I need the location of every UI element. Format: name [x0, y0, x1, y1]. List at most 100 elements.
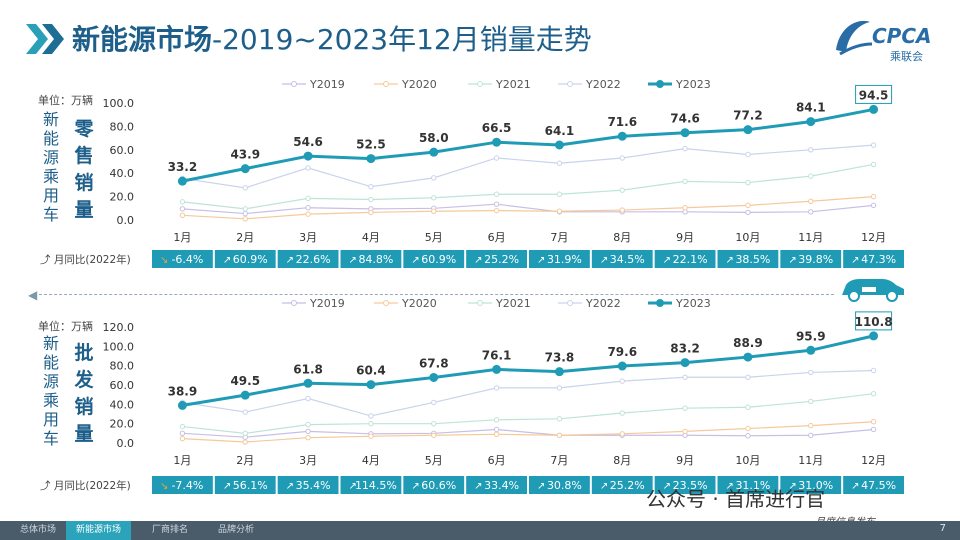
data-point-y2022 — [870, 367, 877, 374]
yoy-cell — [340, 476, 402, 494]
yoy-label-text: 月同比(2022年) — [53, 254, 131, 266]
wholesale-label-char: 销 — [74, 396, 94, 418]
legend-marker — [477, 300, 483, 306]
data-point-y2021 — [808, 173, 814, 179]
data-point-y2022 — [305, 395, 311, 402]
trend-up-icon: ↗ — [851, 481, 859, 492]
series-line-y2022 — [182, 144, 874, 189]
data-point-y2020 — [305, 211, 311, 217]
header-chevron-icon — [24, 22, 68, 60]
yoy-value: 34.5% — [610, 253, 645, 266]
data-point-y2021 — [619, 410, 625, 416]
trend-down-icon: ↘ — [160, 481, 168, 492]
x-tick-label: 4月 — [362, 231, 380, 244]
data-label: 77.2 — [733, 109, 763, 123]
trend-up-icon: ↗ — [788, 481, 796, 492]
arrow-left-icon: ◀ — [28, 288, 38, 302]
data-point-y2022 — [305, 165, 311, 171]
data-label: 54.6 — [293, 135, 323, 149]
yoy-cell — [591, 476, 653, 494]
data-point-y2022 — [493, 385, 500, 391]
yoy-value: 22.6% — [296, 253, 331, 266]
footer-tab[interactable]: 新能源市场 — [66, 521, 132, 540]
side-label-retail: 新能源乘用车 — [42, 110, 60, 224]
side-label-wholesale-char: 能 — [42, 353, 59, 372]
data-label: 74.6 — [670, 112, 700, 126]
data-label: 94.5 — [859, 88, 889, 102]
yoy-value: 35.4% — [296, 479, 331, 492]
data-point-y2019 — [870, 202, 877, 209]
data-label: 95.9 — [796, 329, 826, 343]
series-line-y2021 — [182, 393, 874, 434]
data-point-y2019 — [493, 201, 500, 207]
legend-marker — [383, 81, 389, 87]
legend-marker — [291, 81, 297, 87]
data-point-y2022 — [368, 413, 374, 419]
trend-up-icon: ↗ — [349, 481, 357, 492]
yoy-value: 56.1% — [233, 479, 268, 492]
watermark-text: 公众号 · 首席进行官 — [646, 487, 826, 511]
data-point-y2021 — [556, 416, 563, 422]
footer-tab[interactable]: 品牌分析 — [218, 525, 255, 535]
x-tick-label: 1月 — [173, 454, 191, 467]
yoy-cell — [340, 250, 402, 268]
trend-up-icon: ↗ — [411, 255, 419, 266]
data-point-y2022 — [556, 160, 563, 166]
side-label-wholesale: 新能源乘用车 — [42, 334, 60, 448]
trend-icon: ⤴ — [40, 480, 51, 492]
x-tick-label: 6月 — [488, 454, 506, 467]
yoy-cell — [591, 250, 653, 268]
x-tick-label: 12月 — [861, 454, 886, 467]
data-point-y2021 — [745, 404, 751, 410]
yoy-value: 30.8% — [547, 479, 582, 492]
legend-label: Y2019 — [309, 297, 345, 310]
data-label: 79.6 — [607, 345, 637, 359]
footer-tab[interactable]: 总体市场 — [20, 525, 57, 535]
data-point-y2023 — [869, 104, 879, 114]
data-point-y2023 — [680, 358, 690, 368]
data-point-y2021 — [368, 420, 374, 427]
data-point-y2023 — [177, 400, 187, 410]
y-tick-label: 80.0 — [110, 360, 135, 373]
data-point-y2022 — [242, 185, 248, 191]
yoy-label-text: 月同比(2022年) — [53, 480, 131, 492]
car-icon — [838, 273, 908, 307]
data-label: 73.8 — [545, 351, 575, 365]
y-tick-label: 20.0 — [110, 418, 135, 431]
wholesale-label-char: 发 — [74, 369, 94, 391]
data-point-y2020 — [305, 434, 311, 441]
data-point-y2019 — [745, 209, 751, 216]
x-tick-label: 11月 — [798, 231, 823, 244]
data-point-y2023 — [680, 128, 690, 138]
data-point-y2023 — [554, 140, 564, 150]
data-point-y2022 — [493, 155, 500, 161]
yoy-label-wholesale: ⤴ 月同比(2022年) — [40, 478, 131, 493]
yoy-value: 60.6% — [421, 479, 456, 492]
yoy-value: 38.5% — [735, 253, 770, 266]
retail-label-char: 售 — [74, 145, 94, 167]
page-number: 7 — [939, 523, 946, 534]
yoy-value: 23.5% — [673, 479, 708, 492]
side-label-retail-char: 能 — [42, 129, 59, 148]
data-point-y2020 — [619, 207, 625, 213]
data-point-y2021 — [870, 391, 877, 397]
data-point-y2021 — [305, 421, 311, 428]
data-point-y2020 — [242, 216, 248, 222]
data-label: 71.6 — [607, 115, 637, 129]
yoy-value: 84.8% — [358, 253, 393, 266]
data-point-y2019 — [305, 205, 311, 211]
legend-label: Y2023 — [675, 297, 711, 310]
data-label: 49.5 — [230, 374, 260, 388]
y-tick-label: 100.0 — [103, 97, 135, 110]
data-point-y2021 — [619, 187, 625, 193]
data-point-y2023 — [366, 154, 376, 164]
yoy-value: 39.8% — [798, 253, 833, 266]
trend-up-icon: ↗ — [600, 481, 608, 492]
footer-tab[interactable]: 厂商排名 — [152, 525, 189, 535]
yoy-value: -6.4% — [171, 253, 203, 266]
data-point-y2023 — [492, 137, 502, 147]
logo-subtext: 乘联会 — [890, 50, 923, 63]
y-tick-label: 40.0 — [110, 167, 135, 180]
x-tick-label: 3月 — [299, 231, 317, 244]
legend-marker — [567, 81, 573, 87]
